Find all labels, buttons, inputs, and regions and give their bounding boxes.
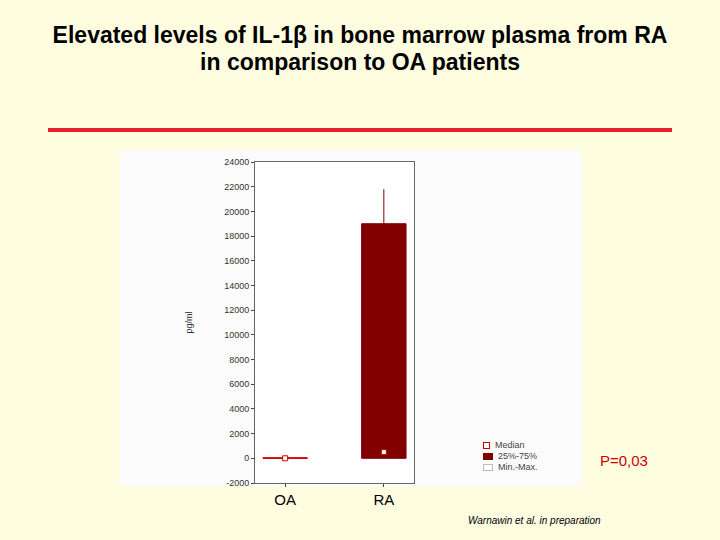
svg-text:2000: 2000 bbox=[229, 429, 249, 439]
svg-text:14000: 14000 bbox=[224, 281, 249, 291]
svg-text:pg/ml: pg/ml bbox=[184, 311, 194, 333]
svg-text:0: 0 bbox=[244, 453, 249, 463]
svg-text:6000: 6000 bbox=[229, 379, 249, 389]
html-text:Median: Median bbox=[495, 440, 525, 450]
svg-text:20000: 20000 bbox=[224, 207, 249, 217]
svg-text:OA: OA bbox=[274, 491, 296, 508]
svg-text:12000: 12000 bbox=[224, 305, 249, 315]
html-text:25%-75%: 25%-75% bbox=[498, 451, 537, 461]
html-text:P=0,03: P=0,03 bbox=[600, 452, 648, 469]
svg-text:18000: 18000 bbox=[224, 231, 249, 241]
svg-text:22000: 22000 bbox=[224, 182, 249, 192]
svg-text:RA: RA bbox=[373, 491, 394, 508]
svg-text:4000: 4000 bbox=[229, 404, 249, 414]
html-text:Elevated levels of IL-1β in bo: Elevated levels of IL-1β in bone marrow … bbox=[52, 22, 668, 75]
svg-text:-2000: -2000 bbox=[226, 478, 249, 488]
html-text:Min.-Max.: Min.-Max. bbox=[498, 462, 538, 472]
html-text:Warnawin et al. in preparation: Warnawin et al. in preparation bbox=[468, 515, 601, 526]
svg-text:16000: 16000 bbox=[224, 256, 249, 266]
svg-text:8000: 8000 bbox=[229, 355, 249, 365]
svg-text:10000: 10000 bbox=[224, 330, 249, 340]
svg-text:24000: 24000 bbox=[224, 157, 249, 167]
